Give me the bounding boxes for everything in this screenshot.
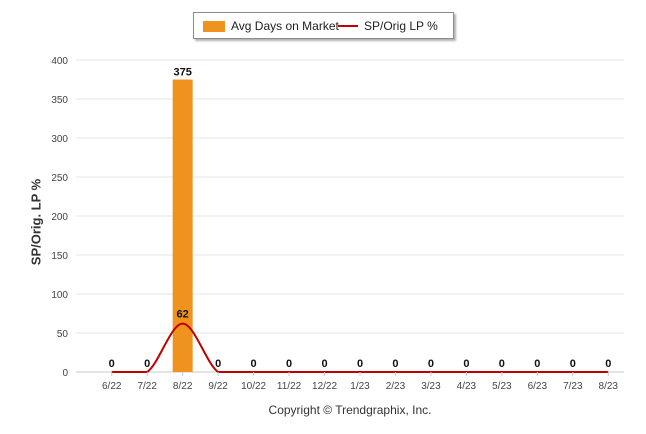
y-tick-label: 300 xyxy=(51,134,68,145)
legend-bar-swatch xyxy=(203,21,225,32)
bar-data-label: 0 xyxy=(357,358,363,370)
gridlines xyxy=(76,59,624,373)
bar-data-label: 0 xyxy=(215,358,221,370)
bar-data-label: 0 xyxy=(428,358,434,370)
x-tick-label: 11/22 xyxy=(277,381,302,392)
x-tick-label: 12/22 xyxy=(312,381,337,392)
x-tick-label: 4/23 xyxy=(457,381,477,392)
y-tick-label: 150 xyxy=(51,251,68,262)
copyright-text: Copyright © Trendgraphix, Inc. xyxy=(268,403,432,417)
y-tick-label: 400 xyxy=(51,56,68,67)
bar xyxy=(172,79,193,372)
x-tick-label: 6/23 xyxy=(528,381,548,392)
bar-data-label: 0 xyxy=(570,358,576,370)
x-tick-label: 3/23 xyxy=(421,381,441,392)
y-axis-ticks: 0 50 100 150 200 250 300 350 400 xyxy=(51,56,68,379)
x-tick-label: 8/22 xyxy=(173,381,193,392)
bar-data-label: 0 xyxy=(109,358,115,370)
x-tick-label: 9/22 xyxy=(208,381,228,392)
x-tick-label: 7/22 xyxy=(137,381,157,392)
data-labels: 0 0 375 0 0 0 0 0 0 0 0 0 0 0 0 62 xyxy=(109,67,612,371)
y-axis-label: SP/Orig. LP % xyxy=(28,178,44,266)
bar-data-label: 0 xyxy=(463,358,469,370)
y-tick-label: 100 xyxy=(51,290,68,301)
bar-data-label: 0 xyxy=(321,358,327,370)
x-tick-label: 7/23 xyxy=(563,381,583,392)
bar-data-label: 0 xyxy=(286,358,292,370)
x-tick-label: 1/23 xyxy=(350,381,370,392)
y-tick-label: 200 xyxy=(51,212,68,223)
y-tick-label: 50 xyxy=(57,329,69,340)
bar-data-label: 0 xyxy=(251,358,257,370)
bar-series xyxy=(172,79,193,372)
y-tick-label: 350 xyxy=(51,95,68,106)
bar-data-label: 0 xyxy=(605,358,611,370)
legend-bar-label: Avg Days on Market xyxy=(231,19,339,33)
x-tick-label: 6/22 xyxy=(102,381,122,392)
bar-data-label: 0 xyxy=(534,358,540,370)
legend-line-swatch xyxy=(338,25,358,27)
bar-data-label: 0 xyxy=(392,358,398,370)
x-tick-label: 2/23 xyxy=(386,381,406,392)
x-tick-label: 8/23 xyxy=(599,381,619,392)
bar-data-label: 0 xyxy=(144,358,150,370)
x-tick-label: 10/22 xyxy=(241,381,266,392)
line-data-label: 62 xyxy=(177,309,189,321)
x-axis-ticks: 6/22 7/22 8/22 9/22 10/22 11/22 12/22 1/23 2/23 3… xyxy=(102,372,618,392)
x-tick-label: 5/23 xyxy=(492,381,512,392)
bar-data-label: 0 xyxy=(499,358,505,370)
y-tick-label: 0 xyxy=(62,368,68,379)
legend-line-label: SP/Orig LP % xyxy=(364,19,438,33)
y-tick-label: 250 xyxy=(51,173,68,184)
legend: Avg Days on Market SP/Orig LP % xyxy=(193,12,454,39)
bar-data-label: 375 xyxy=(173,67,191,79)
